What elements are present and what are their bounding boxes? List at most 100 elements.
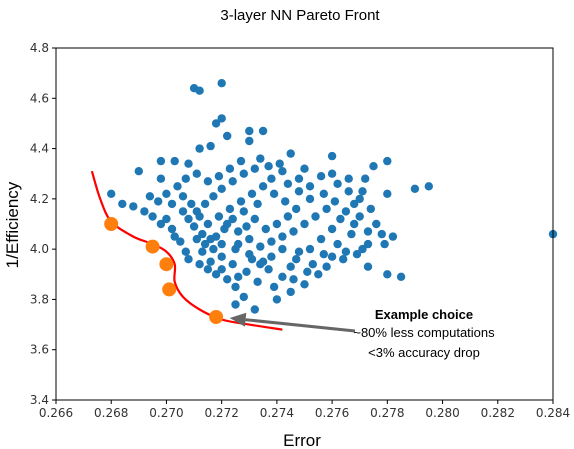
data-point xyxy=(184,214,193,224)
y-tick-label: 4.6 xyxy=(30,91,49,105)
data-point xyxy=(316,234,326,244)
y-tick-label: 4.8 xyxy=(30,41,49,55)
data-point xyxy=(187,199,196,209)
data-point xyxy=(156,174,166,183)
x-tick-label: 0.284 xyxy=(536,406,570,420)
annotation-title: Example choice xyxy=(375,307,473,322)
data-point xyxy=(253,277,262,286)
data-point xyxy=(170,156,179,166)
x-axis-title: Error xyxy=(283,431,321,449)
data-point xyxy=(283,212,293,221)
data-point xyxy=(292,204,301,214)
data-point xyxy=(256,154,265,163)
y-tick-label: 3.4 xyxy=(30,393,49,407)
data-point xyxy=(228,260,237,269)
annotation-arrow xyxy=(245,318,356,333)
data-point xyxy=(363,227,373,236)
annotation-line-1: ~80% less computations xyxy=(353,325,495,340)
data-point xyxy=(264,162,273,171)
annotation-line-2: <3% accuracy drop xyxy=(368,345,480,360)
data-point xyxy=(272,295,282,304)
data-point xyxy=(162,189,171,198)
data-point xyxy=(209,244,218,254)
data-point xyxy=(366,204,375,214)
data-point xyxy=(261,224,270,234)
data-point xyxy=(256,260,265,269)
y-tick-label: 4.0 xyxy=(30,242,49,256)
data-point xyxy=(269,189,279,198)
plot-frame xyxy=(55,47,554,401)
y-tick-label: 3.6 xyxy=(30,343,49,357)
data-point xyxy=(234,227,243,236)
data-point xyxy=(184,159,193,168)
annotation-arrowhead xyxy=(229,312,247,327)
data-point xyxy=(272,219,282,229)
data-point xyxy=(247,189,257,198)
data-point xyxy=(195,260,204,269)
data-point xyxy=(319,189,328,198)
data-point xyxy=(170,232,179,241)
data-point xyxy=(195,212,204,221)
data-point xyxy=(203,219,213,229)
data-point xyxy=(156,219,166,229)
data-point xyxy=(217,252,226,261)
data-point xyxy=(256,242,265,251)
data-point xyxy=(361,174,370,183)
data-point xyxy=(341,207,351,216)
data-point xyxy=(236,156,246,166)
data-point xyxy=(217,79,226,88)
data-point xyxy=(258,182,268,191)
data-point xyxy=(300,219,309,229)
data-point xyxy=(311,212,320,221)
data-point xyxy=(383,156,392,166)
data-point xyxy=(198,247,207,256)
x-tick-label: 0.278 xyxy=(370,406,404,420)
data-point xyxy=(322,204,331,214)
x-tick-label: 0.266 xyxy=(39,406,73,420)
data-point xyxy=(383,189,392,198)
data-point xyxy=(223,275,232,284)
data-point xyxy=(275,159,284,168)
data-point xyxy=(267,252,276,261)
data-point xyxy=(214,212,224,221)
data-point xyxy=(316,172,326,181)
pareto-points xyxy=(104,217,224,324)
data-point xyxy=(350,219,359,229)
data-point xyxy=(148,212,157,221)
data-point xyxy=(181,247,190,256)
data-point xyxy=(206,257,215,266)
data-point xyxy=(181,174,190,183)
data-point xyxy=(245,234,254,244)
data-point xyxy=(303,267,312,276)
data-point xyxy=(308,260,317,269)
data-point xyxy=(269,282,279,292)
data-point xyxy=(154,197,163,206)
data-point xyxy=(217,184,226,193)
data-point xyxy=(286,149,295,158)
data-point xyxy=(156,156,166,166)
data-point xyxy=(327,169,337,178)
data-point xyxy=(292,255,301,264)
data-point xyxy=(333,179,342,188)
data-point xyxy=(253,199,262,209)
data-point xyxy=(327,151,337,161)
y-tick-label: 4.4 xyxy=(30,142,49,156)
data-point xyxy=(278,167,287,176)
data-point xyxy=(239,292,248,302)
data-point xyxy=(283,179,293,188)
data-point xyxy=(319,250,328,259)
data-point xyxy=(305,244,315,254)
data-point xyxy=(211,270,221,279)
data-point xyxy=(195,86,204,95)
data-point xyxy=(350,199,359,209)
data-point xyxy=(245,126,254,136)
data-point xyxy=(239,207,248,216)
data-point xyxy=(278,244,287,254)
x-tick-label: 0.272 xyxy=(204,406,238,420)
scatter-points xyxy=(107,79,558,314)
data-point xyxy=(173,182,182,191)
data-point xyxy=(347,229,356,239)
data-point xyxy=(294,187,304,196)
data-point xyxy=(192,169,201,178)
